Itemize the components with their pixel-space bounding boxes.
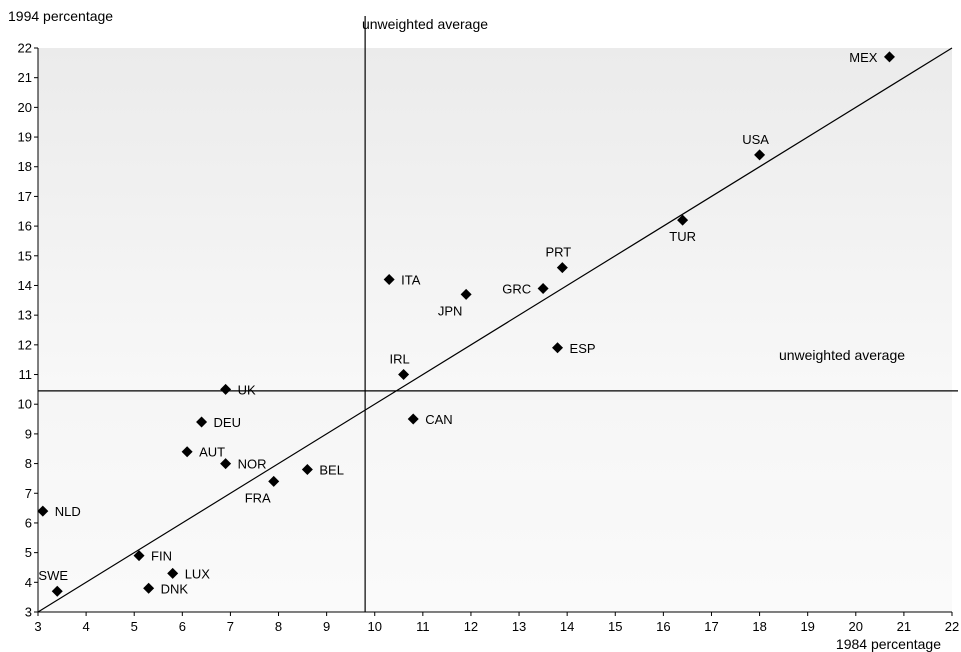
y-tick-label: 17 bbox=[18, 189, 32, 204]
plot-area-lower bbox=[38, 390, 952, 612]
y-tick-label: 20 bbox=[18, 100, 32, 115]
y-axis-title: 1994 percentage bbox=[8, 8, 113, 24]
data-point-irl bbox=[398, 369, 410, 381]
y-tick-label: 5 bbox=[25, 545, 32, 560]
horizontal-average-label: unweighted average bbox=[779, 347, 905, 363]
x-tick-label: 4 bbox=[82, 619, 89, 634]
x-tick-label: 13 bbox=[512, 619, 526, 634]
point-label-ita: ITA bbox=[401, 273, 421, 288]
point-label-tur: TUR bbox=[669, 229, 696, 244]
y-tick-label: 8 bbox=[25, 456, 32, 471]
x-tick-label: 18 bbox=[752, 619, 766, 634]
data-point-can bbox=[407, 413, 419, 425]
diagonal-reference-line bbox=[37, 47, 953, 613]
x-tick-label: 7 bbox=[227, 619, 234, 634]
data-point-dnk bbox=[143, 582, 155, 594]
y-tick-label: 9 bbox=[25, 426, 32, 441]
y-tick-label: 16 bbox=[18, 219, 32, 234]
data-point-nor bbox=[220, 458, 232, 470]
x-tick-label: 14 bbox=[560, 619, 574, 634]
vertical-average-label: unweighted average bbox=[362, 16, 488, 32]
x-tick-label: 8 bbox=[275, 619, 282, 634]
point-label-nor: NOR bbox=[238, 457, 267, 472]
y-tick-label: 21 bbox=[18, 70, 32, 85]
y-tick-label: 11 bbox=[19, 367, 33, 382]
point-label-bel: BEL bbox=[319, 463, 344, 478]
y-tick-label: 7 bbox=[25, 486, 32, 501]
point-label-lux: LUX bbox=[185, 566, 211, 581]
y-tick-label: 3 bbox=[25, 605, 32, 620]
y-tick-label: 10 bbox=[18, 397, 32, 412]
data-point-swe bbox=[51, 585, 63, 597]
y-tick-label: 4 bbox=[25, 575, 32, 590]
x-tick-label: 3 bbox=[34, 619, 41, 634]
plot-area-upper bbox=[38, 48, 952, 391]
point-label-dnk: DNK bbox=[161, 581, 189, 596]
point-label-irl: IRL bbox=[389, 352, 409, 367]
y-tick-label: 22 bbox=[18, 41, 32, 56]
y-tick-label: 13 bbox=[18, 308, 32, 323]
point-label-prt: PRT bbox=[545, 245, 571, 260]
data-point-fin bbox=[133, 550, 145, 562]
data-point-lux bbox=[167, 567, 179, 579]
y-tick-label: 15 bbox=[18, 248, 32, 263]
point-label-usa: USA bbox=[742, 132, 769, 147]
point-label-aut: AUT bbox=[199, 445, 225, 460]
x-tick-label: 22 bbox=[945, 619, 959, 634]
data-point-uk bbox=[220, 383, 232, 395]
data-point-usa bbox=[754, 149, 766, 161]
scatter-points: MEX USA TUR PRT GRC ESP JPN ITA IRL CAN UK DEU AUT NO… bbox=[37, 50, 895, 597]
data-point-mex bbox=[883, 51, 895, 63]
data-point-esp bbox=[552, 342, 564, 354]
point-label-grc: GRC bbox=[502, 281, 531, 296]
y-axis-ticks: 3 4 5 6 7 8 9 10 11 12 13 14 15 16 17 18 19 20 21 22 bbox=[18, 41, 38, 620]
point-label-uk: UK bbox=[238, 382, 256, 397]
point-label-jpn: JPN bbox=[438, 303, 463, 318]
x-tick-label: 9 bbox=[323, 619, 330, 634]
point-label-swe: SWE bbox=[38, 568, 68, 583]
point-label-can: CAN bbox=[425, 412, 452, 427]
point-label-nld: NLD bbox=[55, 504, 81, 519]
x-tick-label: 17 bbox=[704, 619, 718, 634]
x-axis-ticks: 3 4 5 6 7 8 9 10 11 12 13 14 15 16 17 18 19 20 21 22 bbox=[34, 612, 959, 634]
x-tick-label: 12 bbox=[464, 619, 478, 634]
x-tick-label: 10 bbox=[368, 619, 382, 634]
point-label-fin: FIN bbox=[151, 549, 172, 564]
x-tick-label: 16 bbox=[656, 619, 670, 634]
data-point-bel bbox=[301, 464, 313, 476]
point-label-esp: ESP bbox=[570, 341, 596, 356]
y-tick-label: 12 bbox=[18, 337, 32, 352]
x-axis-title: 1984 percentage bbox=[836, 636, 941, 652]
data-point-fra bbox=[268, 475, 280, 487]
data-point-grc bbox=[537, 282, 549, 294]
y-tick-label: 19 bbox=[18, 130, 32, 145]
point-label-fra: FRA bbox=[245, 490, 271, 505]
y-tick-label: 14 bbox=[18, 278, 32, 293]
y-tick-label: 6 bbox=[25, 515, 32, 530]
data-point-prt bbox=[556, 262, 568, 274]
point-label-deu: DEU bbox=[214, 415, 241, 430]
x-tick-label: 15 bbox=[608, 619, 622, 634]
x-tick-label: 21 bbox=[897, 619, 911, 634]
x-tick-label: 11 bbox=[416, 619, 430, 634]
data-point-ita bbox=[383, 274, 395, 286]
y-tick-label: 18 bbox=[18, 159, 32, 174]
data-point-aut bbox=[181, 446, 193, 458]
data-point-tur bbox=[677, 214, 689, 226]
x-tick-label: 5 bbox=[131, 619, 138, 634]
data-point-jpn bbox=[460, 288, 472, 300]
x-tick-label: 6 bbox=[179, 619, 186, 634]
data-point-nld bbox=[37, 505, 49, 517]
x-tick-label: 20 bbox=[849, 619, 863, 634]
data-point-deu bbox=[196, 416, 208, 428]
x-tick-label: 19 bbox=[800, 619, 814, 634]
point-label-mex: MEX bbox=[849, 50, 878, 65]
